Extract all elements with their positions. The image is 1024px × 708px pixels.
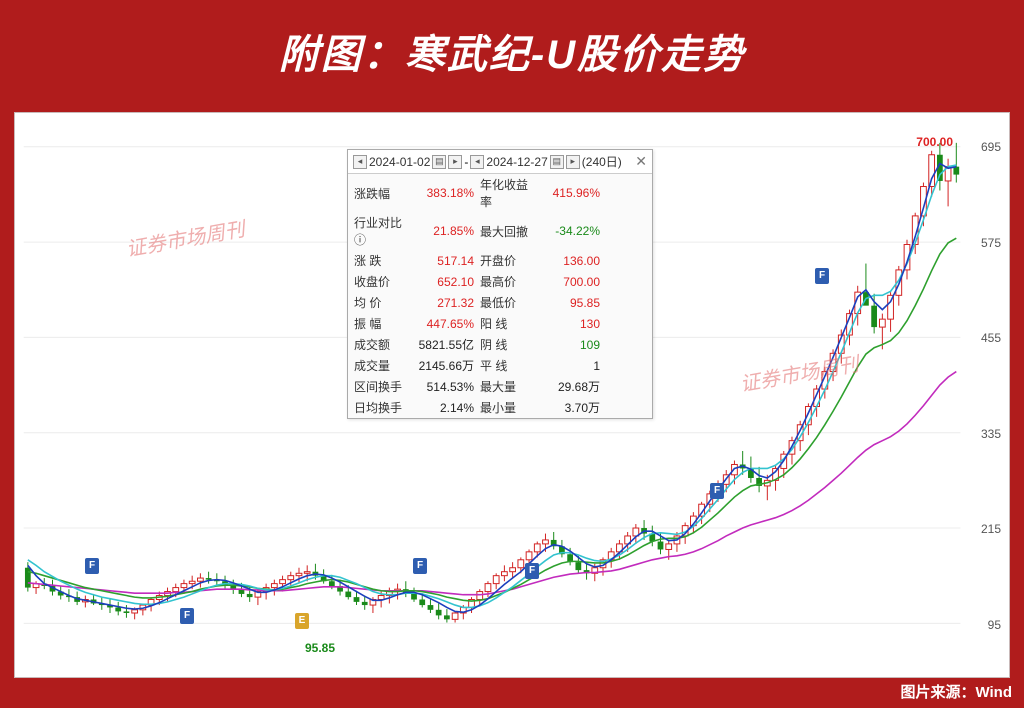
stat-label: 振 幅 (354, 315, 410, 332)
stat-value: 130 (536, 317, 606, 331)
stats-header: ◂ 2024-01-02 ▤ ▸ - ◂ 2024-12-27 ▤ ▸ (240… (348, 150, 652, 174)
stat-label: 开盘价 (480, 252, 536, 269)
stat-label: 最大量 (480, 378, 536, 395)
stat-label: 成交额 (354, 336, 410, 353)
y-tick-label: 335 (981, 427, 1001, 441)
stats-row: 收盘价652.10最高价700.00 (348, 271, 652, 292)
days-label: (240日) (582, 153, 622, 170)
stats-row: 行业对比 ⓘ21.85%最大回撤-34.22% (348, 212, 652, 250)
stat-label: 涨跌幅 (354, 185, 410, 202)
stat-value: 652.10 (410, 275, 480, 289)
stats-row: 均 价271.32最低价95.85 (348, 292, 652, 313)
y-tick-label: 695 (981, 140, 1001, 154)
stat-label: 最大回撤 (480, 223, 536, 240)
close-icon[interactable]: ✕ (635, 153, 647, 170)
event-marker[interactable]: F (710, 483, 724, 499)
y-axis: 695 575 455 335 215 95 (965, 113, 1005, 677)
dash: - (464, 155, 468, 169)
stat-value: 2145.66万 (410, 357, 480, 374)
next-date-icon[interactable]: ▸ (566, 155, 580, 169)
stats-row: 日均换手2.14%最小量3.70万 (348, 397, 652, 418)
calendar-icon[interactable]: ▤ (432, 155, 446, 169)
stats-row: 涨 跌517.14开盘价136.00 (348, 250, 652, 271)
stat-label: 年化收益率 (480, 176, 536, 210)
prev-date-icon[interactable]: ◂ (353, 155, 367, 169)
stat-value: 29.68万 (536, 378, 606, 395)
title-bar: 附图：寒武纪-U股价走势 (0, 0, 1024, 98)
stat-value: 271.32 (410, 296, 480, 310)
stat-label: 区间换手 (354, 378, 410, 395)
stat-value: 2.14% (410, 401, 480, 415)
stat-value: 109 (536, 338, 606, 352)
stats-row: 涨跌幅383.18%年化收益率415.96% (348, 174, 652, 212)
calendar-icon[interactable]: ▤ (550, 155, 564, 169)
y-tick-label: 215 (981, 522, 1001, 536)
stat-label: 收盘价 (354, 273, 410, 290)
stat-value: 447.65% (410, 317, 480, 331)
stat-value: 700.00 (536, 275, 606, 289)
stat-value: 21.85% (410, 224, 480, 238)
date-start: 2024-01-02 (369, 155, 430, 169)
stat-value: 383.18% (410, 186, 480, 200)
stat-label: 最小量 (480, 399, 536, 416)
date-end: 2024-12-27 (486, 155, 547, 169)
stats-row: 成交额5821.55亿阴 线109 (348, 334, 652, 355)
event-marker[interactable]: F (180, 608, 194, 624)
frame: 附图：寒武纪-U股价走势 69557545533521595 证券市场周刊 证券… (0, 0, 1024, 708)
stat-label: 阴 线 (480, 336, 536, 353)
prev-date-icon[interactable]: ◂ (470, 155, 484, 169)
stat-value: 5821.55亿 (410, 336, 480, 353)
stat-value: 3.70万 (536, 399, 606, 416)
stats-row: 区间换手514.53%最大量29.68万 (348, 376, 652, 397)
low-annotation: 95.85 (305, 641, 335, 655)
stat-label: 平 线 (480, 357, 536, 374)
y-tick-label: 455 (981, 331, 1001, 345)
next-date-icon[interactable]: ▸ (448, 155, 462, 169)
stat-value: 514.53% (410, 380, 480, 394)
stats-panel: ◂ 2024-01-02 ▤ ▸ - ◂ 2024-12-27 ▤ ▸ (240… (347, 149, 653, 419)
event-marker[interactable]: F (525, 563, 539, 579)
stats-row: 成交量2145.66万平 线1 (348, 355, 652, 376)
y-tick-label: 575 (981, 236, 1001, 250)
y-tick-label: 95 (988, 618, 1001, 632)
stat-label: 最低价 (480, 294, 536, 311)
stat-value: 1 (536, 359, 606, 373)
high-annotation: 700.00 (916, 135, 953, 149)
event-marker[interactable]: F (815, 268, 829, 284)
stat-value: 136.00 (536, 254, 606, 268)
stat-value: 517.14 (410, 254, 480, 268)
stat-value: -34.22% (536, 224, 606, 238)
stats-rows: 涨跌幅383.18%年化收益率415.96%行业对比 ⓘ21.85%最大回撤-3… (348, 174, 652, 418)
stat-label: 日均换手 (354, 399, 410, 416)
event-marker[interactable]: F (413, 558, 427, 574)
stat-label: 最高价 (480, 273, 536, 290)
stats-row: 振 幅447.65%阳 线130 (348, 313, 652, 334)
stat-label: 成交量 (354, 357, 410, 374)
stat-value: 415.96% (536, 186, 606, 200)
stat-label: 均 价 (354, 294, 410, 311)
event-marker[interactable]: E (295, 613, 309, 629)
stat-label: 行业对比 ⓘ (354, 214, 410, 248)
stat-label: 涨 跌 (354, 252, 410, 269)
stat-value: 95.85 (536, 296, 606, 310)
event-marker[interactable]: F (85, 558, 99, 574)
page-title: 附图：寒武纪-U股价走势 (0, 22, 1024, 80)
chart-area: 69557545533521595 证券市场周刊 证券市场周刊 700.00 9… (14, 112, 1010, 678)
source-credit: 图片来源：Wind (900, 681, 1012, 702)
stat-label: 阳 线 (480, 315, 536, 332)
